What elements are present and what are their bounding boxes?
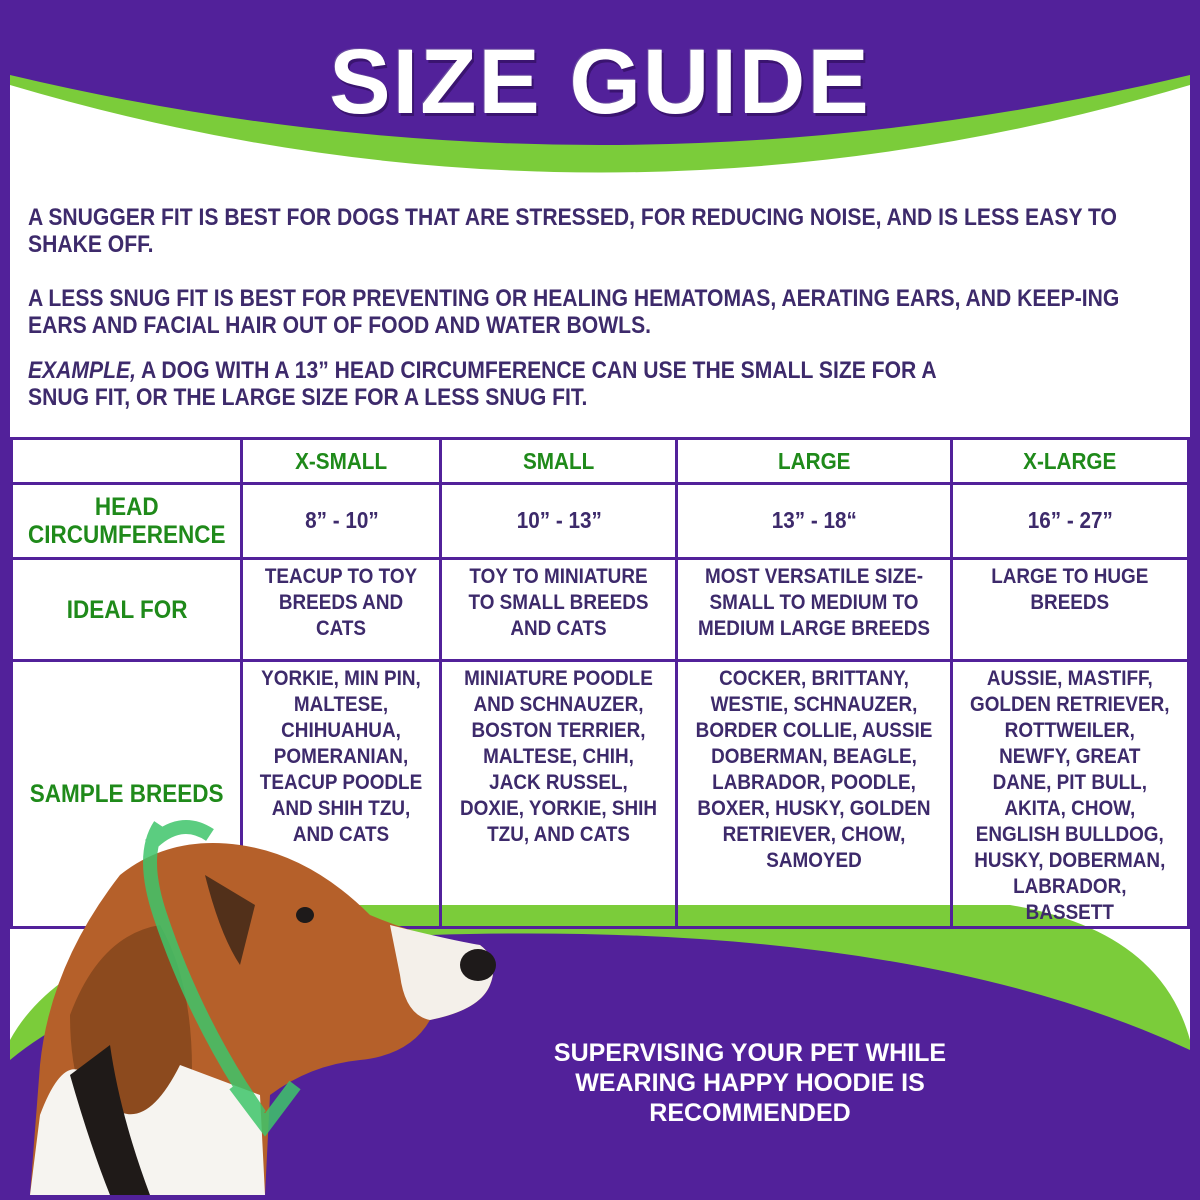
fit-arrow-icon <box>143 820 301 1137</box>
table-cell: AUSSIE, MASTIFF, GOLDEN RETRIEVER, ROTTW… <box>950 659 1190 929</box>
table-row: IDEAL FOR TEACUP TO TOY BREEDS AND CATS … <box>9 557 1190 662</box>
table-cell: 8” - 10” <box>240 482 443 560</box>
table-cell: MOST VERSATILE SIZE- SMALL TO MEDIUM TO … <box>675 557 954 662</box>
table-cell: TEACUP TO TOY BREEDS AND CATS <box>240 557 443 662</box>
table-cell: 10” - 13” <box>439 482 679 560</box>
table-cell: YORKIE, MIN PIN, MALTESE, CHIHUAHUA, POM… <box>240 659 443 929</box>
row-label-ideal-for: IDEAL FOR <box>9 557 244 662</box>
table-cell: MINIATURE POODLE AND SCHNAUZER, BOSTON T… <box>439 659 679 929</box>
table-cell: COCKER, BRITTANY, WESTIE, SCHNAUZER, BOR… <box>675 659 954 929</box>
beagle-photo <box>30 820 496 1195</box>
table-header-row: X-SMALL SMALL LARGE X-LARGE <box>9 437 1190 485</box>
column-header-x-small: X-SMALL <box>240 437 443 485</box>
table-cell: 13” - 18“ <box>675 482 954 560</box>
size-table: X-SMALL SMALL LARGE X-LARGE HEAD CIRCUMF… <box>9 437 1190 929</box>
table-cell: 16” - 27” <box>950 482 1190 560</box>
header-purple-band <box>10 0 1190 145</box>
supervision-notice: SUPERVISING YOUR PET WHILE WEARING HAPPY… <box>553 1039 947 1127</box>
corner-cell <box>9 437 244 485</box>
column-header-large: LARGE <box>675 437 954 485</box>
page-title: SIZE GUIDE <box>329 31 871 133</box>
intro-paragraph-snug: A SNUGGER FIT IS BEST FOR DOGS THAT ARE … <box>28 204 1117 258</box>
intro-paragraph-example: EXAMPLE, A DOG WITH A 13” HEAD CIRCUMFER… <box>28 357 996 411</box>
row-label-head-circumference: HEAD CIRCUMFERENCE <box>9 482 244 560</box>
table-row: HEAD CIRCUMFERENCE 8” - 10” 10” - 13” 13… <box>9 482 1190 560</box>
example-text: A DOG WITH A 13” HEAD CIRCUMFERENCE CAN … <box>28 357 936 411</box>
table-cell: TOY TO MINIATURE TO SMALL BREEDS AND CAT… <box>439 557 679 662</box>
column-header-small: SMALL <box>439 437 679 485</box>
intro-paragraph-less-snug: A LESS SNUG FIT IS BEST FOR PREVENTING O… <box>28 285 1120 339</box>
column-header-x-large: X-LARGE <box>950 437 1190 485</box>
table-cell: LARGE TO HUGE BREEDS <box>950 557 1190 662</box>
example-label: EXAMPLE, <box>28 357 136 384</box>
